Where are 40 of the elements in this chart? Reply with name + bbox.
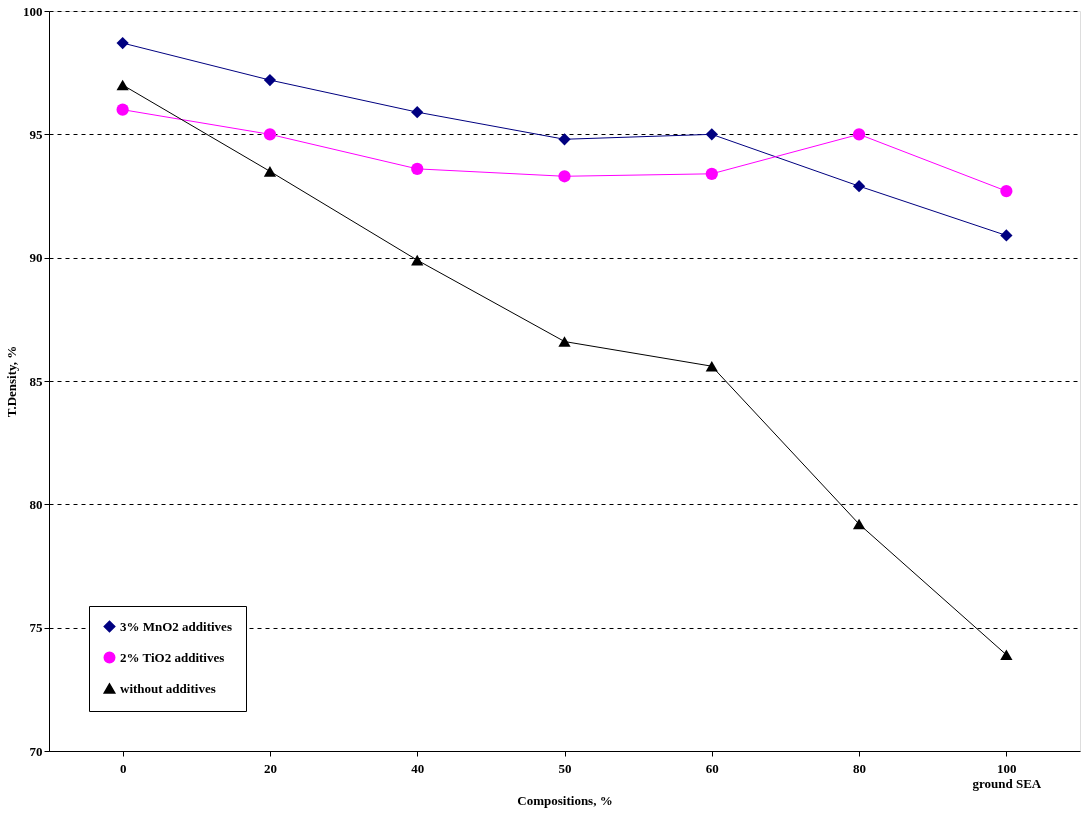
y-tick-label: 90 xyxy=(29,250,43,266)
point xyxy=(1000,229,1013,242)
point xyxy=(411,106,424,119)
y-axis-title: T.Density, % xyxy=(4,345,19,418)
point xyxy=(263,73,277,87)
x-tick-label: 40 xyxy=(411,760,425,776)
point xyxy=(852,128,866,141)
y-tick-label: 100 xyxy=(23,3,43,19)
point xyxy=(263,166,277,177)
point xyxy=(705,128,718,141)
x-tick-label: 100 ground SEA xyxy=(972,760,1042,791)
x-tick-label: 0 xyxy=(119,760,127,776)
point xyxy=(263,128,277,141)
x-tick-label: 50 xyxy=(558,760,572,776)
point xyxy=(1000,649,1013,661)
point xyxy=(558,170,571,183)
point xyxy=(116,103,129,116)
y-tick-label: 85 xyxy=(29,373,43,389)
point xyxy=(705,167,718,180)
point xyxy=(116,79,129,91)
y-tick-label: 70 xyxy=(29,743,43,759)
point xyxy=(411,254,424,266)
point xyxy=(1000,184,1013,198)
x-tick-label: 80 xyxy=(853,760,867,776)
x-tick-label: 60 xyxy=(705,760,719,776)
legend-label: without additives xyxy=(120,680,216,696)
point xyxy=(852,518,866,530)
point xyxy=(705,360,718,372)
x-axis-title: Compositions, % xyxy=(517,792,613,808)
point xyxy=(558,133,571,146)
x-tick-label: 20 xyxy=(263,760,277,776)
legend-label: 2% TiO2 additives xyxy=(120,649,225,665)
y-tick-label: 95 xyxy=(29,126,43,142)
y-tick-label: 80 xyxy=(29,496,43,512)
point xyxy=(116,36,129,50)
point xyxy=(558,336,571,347)
point xyxy=(852,180,866,193)
y-tick-label: 75 xyxy=(29,620,43,636)
point xyxy=(411,162,424,175)
legend-label: 3% MnO2 additives xyxy=(120,618,232,634)
